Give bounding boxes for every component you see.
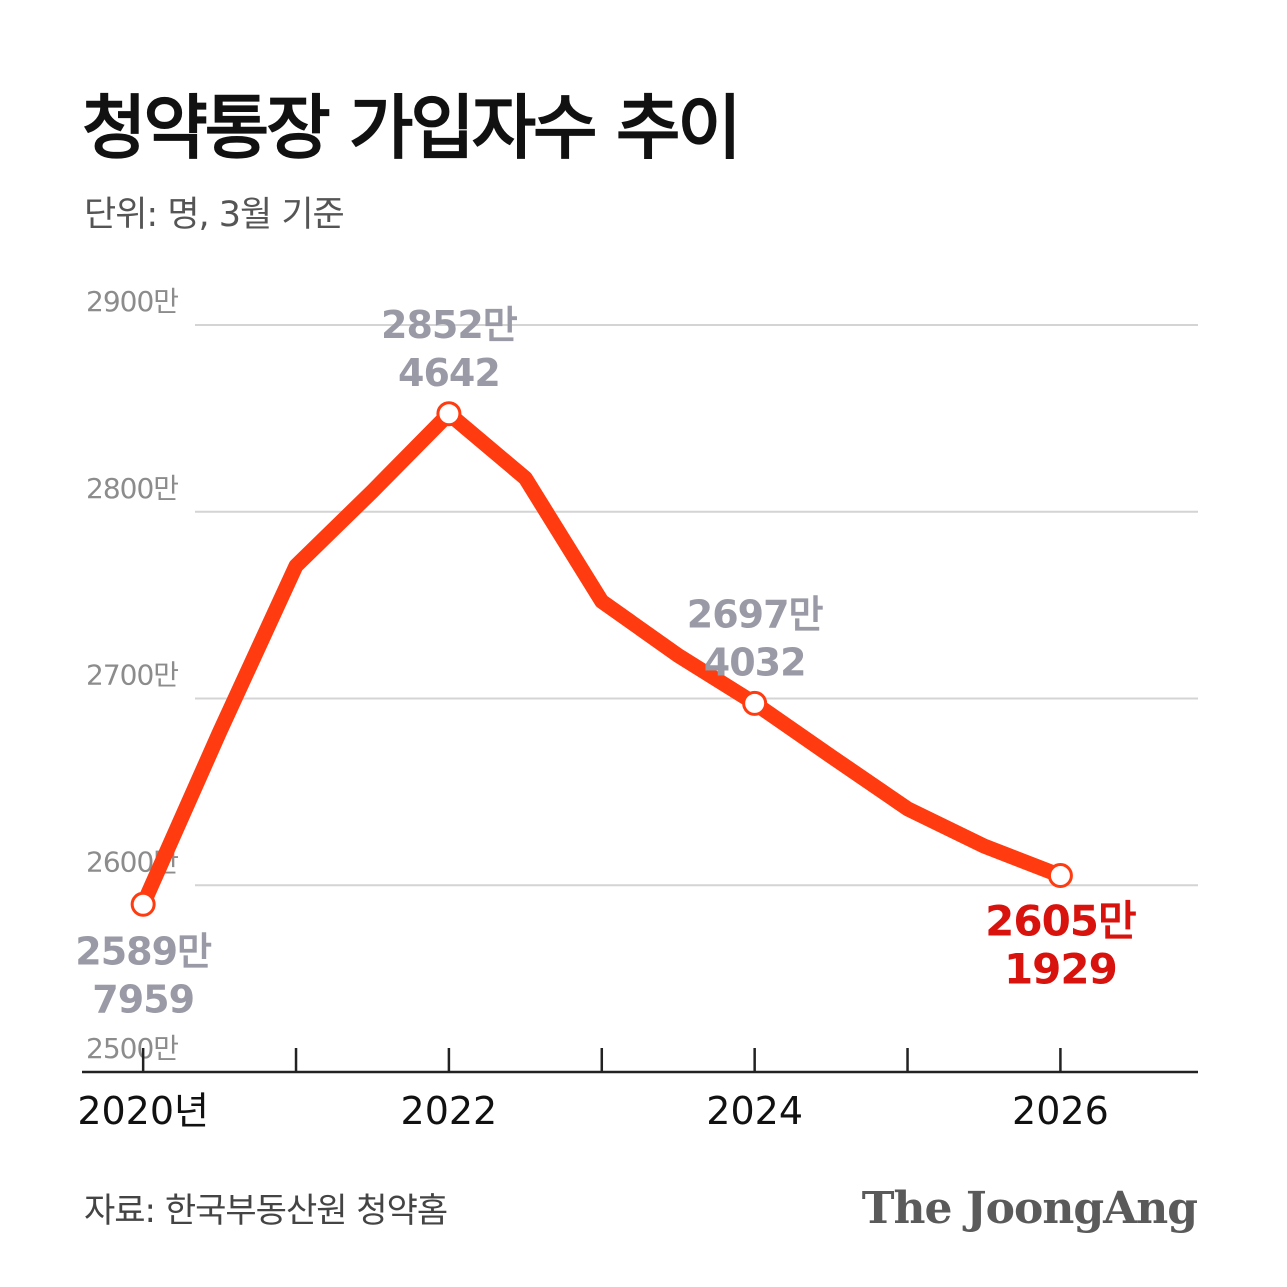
data-label-detail: 4642 [398,351,500,395]
chart-subtitle: 단위: 명, 3월 기준 [84,195,345,235]
x-tick-label: 2026 [1012,1089,1109,1133]
data-label-main: 2589만 [75,929,212,973]
data-label-main: 2852만 [381,303,518,347]
data-label-detail: 7959 [92,977,194,1021]
y-tick-label: 2800만 [86,472,178,505]
x-tick-label: 2024 [706,1089,803,1133]
publisher-logo: The JoongAng [861,1183,1198,1234]
chart-title: 청약통장 가입자수 추이 [82,87,742,169]
data-point-marker [130,891,156,917]
x-tick-label: 2020년 [77,1089,209,1133]
data-point-marker [436,401,462,427]
source-note: 자료: 한국부동산원 청약홈 [84,1191,448,1231]
data-point-marker [742,690,768,716]
data-point-marker [1047,863,1073,889]
data-label-detail: 4032 [704,640,806,684]
data-label-main: 2605만 [985,897,1136,946]
data-series-line [135,406,1068,912]
y-tick-label: 2500만 [86,1032,178,1065]
y-tick-label: 2900만 [86,285,178,318]
data-label-main: 2697만 [687,592,824,636]
data-label-detail: 1929 [1004,945,1117,994]
y-tick-label: 2700만 [86,659,178,692]
x-tick-label: 2022 [401,1089,498,1133]
